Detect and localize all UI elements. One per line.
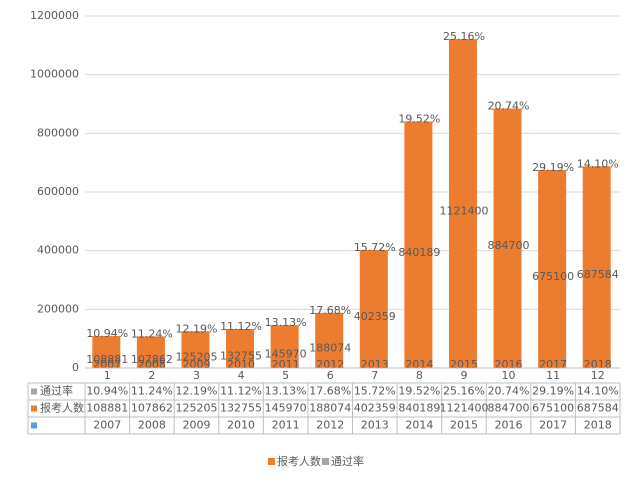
table-cell: 2016 [495,419,523,432]
x-tick-label: 8 [416,369,423,382]
y-tick-label: 200000 [37,302,79,315]
legend-swatch [268,458,275,465]
table-cell: 687584 [577,402,619,415]
x-tick-label: 12 [591,369,605,382]
table-cell: 2013 [361,419,389,432]
table-cell: 840189 [398,402,440,415]
table-cell: 2010 [227,419,255,432]
x-tick-label: 6 [327,369,334,382]
x-tick-label: 7 [371,369,378,382]
rate-label: 17.68% [309,304,351,317]
table-cell: 188074 [309,402,351,415]
rate-label: 20.74% [488,99,530,112]
rate-label: 19.52% [398,113,440,126]
table-cell: 884700 [488,402,530,415]
table-cell: 2007 [93,419,121,432]
table-cell: 1121400 [439,402,488,415]
y-tick-label: 400000 [37,244,79,257]
x-tick-label: 11 [546,369,560,382]
table-cell: 675100 [532,402,574,415]
x-tick-label: 3 [193,369,200,382]
table-cell: 2017 [539,419,567,432]
y-tick-label: 1200000 [30,9,79,22]
x-tick-label: 5 [282,369,289,382]
rate-label: 15.72% [354,241,396,254]
value-label: 840189 [398,246,440,259]
value-label: 1121400 [439,205,488,218]
rate-label: 29.19% [532,161,574,174]
x-tick-label: 2 [148,369,155,382]
bar [360,250,388,368]
x-tick-label: 9 [460,369,467,382]
rate-label: 13.13% [265,316,307,329]
rate-label: 12.19% [175,322,217,335]
x-tick-label: 1 [104,369,111,382]
y-tick-label: 800000 [37,126,79,139]
table-cell: 2015 [450,419,478,432]
table-cell: 125205 [175,402,217,415]
value-label: 402359 [354,310,396,323]
table-cell: 19.52% [398,385,440,398]
rate-label: 25.16% [443,30,485,43]
bar [538,170,566,368]
x-tick-label: 4 [238,369,245,382]
table-cell: 2011 [272,419,300,432]
table-cell: 10.94% [86,385,128,398]
table-cell: 13.13% [265,385,307,398]
table-cell: 11.12% [220,385,262,398]
rate-label: 10.94% [86,327,128,340]
table-marker [31,423,37,429]
table-cell: 12.19% [175,385,217,398]
value-label: 675100 [532,270,574,283]
table-row-header: 通过率 [40,384,73,398]
table-cell: 2012 [316,419,344,432]
table-cell: 108881 [86,402,128,415]
bar [449,39,477,368]
table-cell: 14.10% [577,385,619,398]
bar [494,108,522,368]
rate-label: 14.10% [577,157,619,170]
table-marker [31,406,37,412]
table-marker [31,389,37,395]
x-tick-label: 10 [502,369,516,382]
value-label: 188074 [309,341,351,354]
table-cell: 145970 [265,402,307,415]
bar [404,122,432,368]
value-label: 687584 [577,268,619,281]
table-cell: 132755 [220,402,262,415]
legend-label: 报考人数 [277,454,321,468]
table-cell: 402359 [354,402,396,415]
rate-label: 11.24% [131,327,173,340]
value-label: 884700 [488,239,530,252]
table-cell: 2014 [405,419,433,432]
y-tick-label: 1000000 [30,68,79,81]
table-cell: 11.24% [131,385,173,398]
bar [583,166,611,368]
legend-label: 通过率 [331,454,364,468]
rate-label: 11.12% [220,320,262,333]
table-cell: 25.16% [443,385,485,398]
table-cell: 2008 [138,419,166,432]
table-cell: 20.74% [488,385,530,398]
table-cell: 2009 [182,419,210,432]
y-tick-label: 600000 [37,185,79,198]
table-cell: 107862 [131,402,173,415]
legend-swatch [322,458,329,465]
table-cell: 17.68% [309,385,351,398]
y-tick-label: 0 [72,361,79,374]
table-cell: 15.72% [354,385,396,398]
table-row-header: 报考人数 [40,401,84,415]
table-cell: 2018 [584,419,612,432]
table-cell: 29.19% [532,385,574,398]
